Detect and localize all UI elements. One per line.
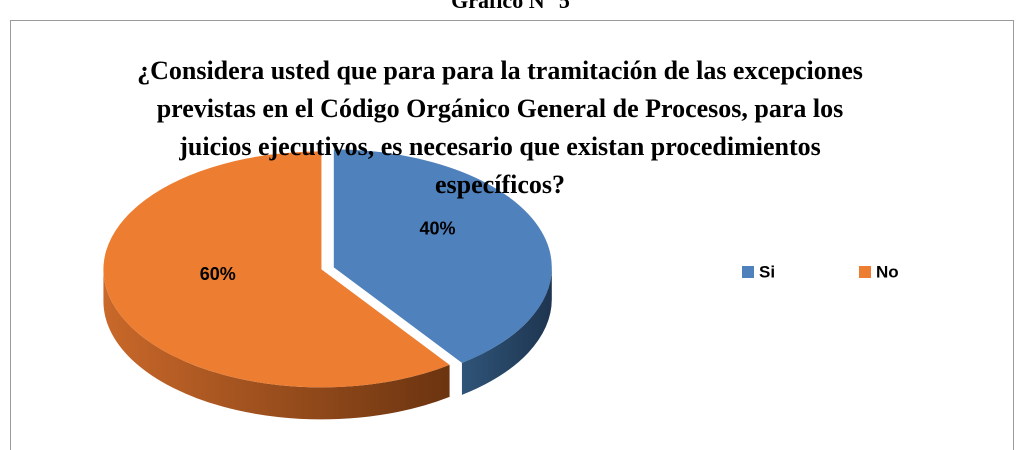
legend-swatch <box>859 266 871 278</box>
slice-side <box>461 267 552 395</box>
data-label: 60% <box>200 264 236 284</box>
legend-label: No <box>876 262 899 281</box>
data-label: 40% <box>419 218 455 238</box>
slice-side <box>103 269 450 420</box>
chart-frame <box>10 20 1014 450</box>
chart-title: ¿Considera usted que para para la tramit… <box>137 56 863 199</box>
figure-label: Gráfico N° 5 <box>451 0 570 13</box>
slice <box>333 149 552 363</box>
legend-label: Si <box>759 262 775 281</box>
slice <box>103 151 450 388</box>
legend-swatch <box>742 266 754 278</box>
